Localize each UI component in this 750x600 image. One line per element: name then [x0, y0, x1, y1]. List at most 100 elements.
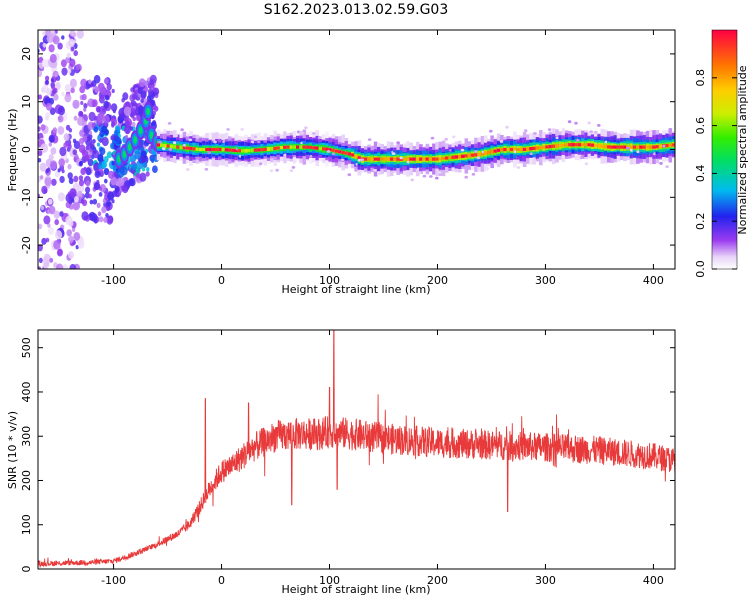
heatmap-cell [406, 157, 410, 161]
heatmap-cell [309, 154, 313, 158]
heatmap-cell [195, 138, 199, 142]
heatmap-cell [393, 157, 397, 161]
snr-x-ticks: -100 0 100 200 300 400 [101, 330, 664, 587]
heatmap-cell [309, 145, 313, 149]
heatmap-cell [202, 148, 206, 151]
heatmap-cell [69, 263, 77, 269]
heatmap-cell [425, 157, 430, 161]
heatmap-cell [237, 149, 242, 153]
heatmap-cell [68, 251, 74, 259]
heatmap-cell [49, 53, 57, 63]
heatmap-cell [338, 150, 342, 154]
heatmap-cell [116, 168, 125, 178]
heatmap-cell [597, 124, 601, 127]
heatmap-cell [50, 78, 54, 83]
heatmap-cell [72, 201, 80, 211]
heatmap-cell [139, 172, 147, 182]
snr-y-tick-label: 300 [20, 426, 33, 447]
heatmap-cell [81, 120, 87, 127]
heatmap-cell [124, 125, 131, 135]
heatmap-cell [89, 143, 94, 149]
heatmap-cell [299, 145, 303, 149]
heatmap-cell [93, 126, 99, 133]
heatmap-cell [99, 130, 105, 138]
heatmap-cell [659, 162, 663, 165]
heatmap-cell [69, 78, 77, 88]
heatmap-cell [92, 149, 99, 159]
heatmap-cell [461, 154, 465, 158]
heatmap-cell [104, 178, 108, 184]
heatmap-cell [113, 129, 119, 136]
heatmap-cell [99, 147, 106, 156]
heatmap-cell [63, 142, 68, 149]
heatmap-cell [91, 122, 96, 128]
heatmap-cell [547, 128, 552, 132]
heatmap-cell [581, 143, 585, 147]
snr-x-tick-label: 400 [643, 574, 664, 587]
heatmap-cell [257, 148, 261, 152]
heatmap-cell [83, 107, 87, 112]
heatmap-cell [81, 199, 88, 207]
heatmap-cell [54, 219, 59, 226]
heatmap-cell [460, 148, 465, 152]
snr-x-tick-label: 0 [218, 574, 225, 587]
heatmap-cell [68, 220, 74, 227]
heatmap-cell [445, 156, 449, 160]
heatmap-cell [53, 210, 61, 219]
spectrogram-x-tick-label: 0 [218, 274, 225, 287]
snr-y-tick-label: 500 [20, 337, 33, 358]
heatmap-cell [67, 172, 73, 180]
heatmap-cell [53, 240, 61, 250]
heatmap-cell [577, 143, 582, 147]
heatmap-cell [111, 88, 115, 94]
heatmap-cell [276, 146, 281, 150]
heatmap-cell [77, 240, 85, 249]
heatmap-cell [211, 147, 216, 152]
heatmap-cell [432, 157, 436, 161]
heatmap-cell [600, 144, 605, 148]
snr-x-tick-label: 300 [535, 574, 556, 587]
heatmap-cell [42, 259, 50, 269]
heatmap-cell [386, 157, 391, 161]
heatmap-cell [373, 157, 378, 161]
heatmap-cell [189, 146, 193, 151]
spectrogram-x-tick-label: 100 [319, 274, 340, 287]
heatmap-cell [224, 148, 229, 152]
heatmap-cell [590, 143, 595, 147]
heatmap-cell [40, 205, 45, 210]
heatmap-cell [180, 128, 184, 132]
spectrogram-y-tick-label: 0 [20, 146, 33, 153]
snr-y-label: SNR (10 * v/v) [6, 411, 19, 489]
heatmap-cell [38, 266, 41, 269]
heatmap-cell [42, 31, 46, 36]
spectrogram-x-ticks: -100 0 100 200 300 400 [101, 30, 664, 287]
heatmap-cell [106, 215, 114, 225]
heatmap-cell [409, 157, 413, 161]
heatmap-cell [38, 70, 43, 78]
snr-series-line [38, 330, 675, 568]
heatmap-cell [476, 156, 481, 160]
heatmap-cell [131, 121, 136, 127]
heatmap-cell [542, 156, 546, 160]
heatmap-cell [357, 156, 362, 160]
heatmap-cell [564, 143, 569, 147]
heatmap-cell [619, 145, 624, 149]
heatmap-cell [38, 223, 43, 230]
heatmap-cell [44, 177, 52, 187]
colorbar-tick-label: 0.2 [694, 212, 707, 230]
heatmap-cell [326, 150, 331, 153]
heatmap-cell [59, 146, 67, 157]
heatmap-cell [122, 185, 129, 194]
heatmap-cell [167, 122, 172, 125]
heatmap-cell [430, 136, 435, 140]
heatmap-cell [240, 127, 244, 131]
heatmap-cell [545, 145, 549, 149]
heatmap-cell [156, 143, 161, 147]
heatmap-cell [98, 192, 103, 197]
heatmap-cell [204, 167, 209, 171]
heatmap-cell [39, 162, 47, 172]
heatmap-cell [296, 145, 300, 149]
snr-x-tick-label: -100 [101, 574, 126, 587]
heatmap-cell [435, 157, 439, 161]
heatmap-cell [671, 143, 675, 147]
